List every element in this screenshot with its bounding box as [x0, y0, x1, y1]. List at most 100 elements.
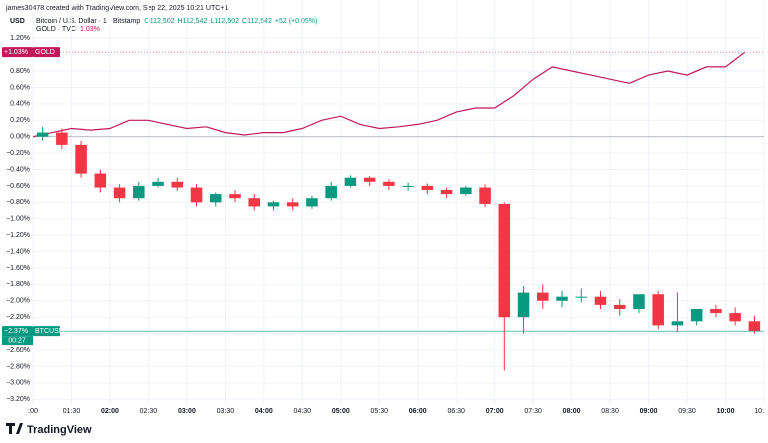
candle-body	[556, 296, 568, 301]
countdown: 00:27	[8, 337, 26, 344]
candle-body	[517, 292, 530, 318]
candle-body	[710, 308, 722, 314]
candle	[710, 304, 722, 318]
y-tick-label: 0.20%	[10, 117, 30, 124]
candle	[363, 176, 376, 186]
candle-body	[325, 185, 337, 199]
candle	[729, 307, 741, 326]
logo	[6, 423, 23, 434]
candle-body	[267, 202, 280, 207]
candle-body	[421, 185, 434, 191]
candle	[479, 184, 491, 208]
candle	[517, 286, 530, 334]
candle-body	[671, 321, 684, 326]
price-badge: +1.03% GOLD	[2, 47, 60, 58]
countdown-bg	[2, 336, 33, 346]
x-tick-label: 03:00	[178, 408, 196, 415]
gold-title: GOLD · TVC	[36, 26, 76, 33]
x-tick-label: 09:00	[640, 408, 658, 415]
candle-body	[248, 198, 260, 207]
candle-body	[229, 194, 241, 199]
candle-body	[748, 321, 761, 332]
candle	[498, 202, 511, 371]
brand: TradingView	[27, 424, 92, 436]
badge-name: BTCUSD	[35, 328, 64, 335]
x-tick-label: 08:30	[601, 408, 619, 415]
candle	[75, 140, 87, 178]
y-tick-label: −0.20%	[6, 150, 30, 157]
x-tick-label: 05:30	[370, 408, 388, 415]
candle-body	[594, 296, 607, 305]
y-tick-label: −1.00%	[6, 216, 30, 223]
candle-body	[383, 181, 395, 186]
x-tick-label: 02:00	[101, 408, 119, 415]
candle-body	[94, 173, 107, 188]
x-tick-label: :00	[28, 408, 38, 415]
candle	[594, 290, 607, 309]
candle	[190, 184, 203, 207]
x-tick-label: 04:00	[255, 408, 273, 415]
candle-body	[190, 187, 203, 203]
y-tick-label: −1.20%	[6, 232, 30, 239]
x-tick-label: 03:30	[217, 408, 235, 415]
candle	[36, 126, 49, 141]
candle-body	[344, 177, 357, 186]
x-tick-label: 10:00	[717, 408, 735, 415]
candle-body	[498, 203, 511, 318]
candle	[440, 187, 453, 199]
candle	[652, 290, 664, 330]
candle	[575, 288, 588, 303]
candle	[248, 194, 260, 211]
y-tick-label: 1.20%	[10, 35, 30, 42]
y-tick-label: −1.40%	[6, 248, 30, 255]
candle	[113, 184, 126, 203]
currency: USD	[10, 18, 25, 25]
y-tick-label: −1.80%	[6, 281, 30, 288]
author: james30478 created with TradingView.com,…	[5, 5, 228, 12]
badge-label: −2.37%	[4, 328, 28, 335]
y-tick-label: −1.60%	[6, 265, 30, 272]
y-tick-label: −3.20%	[6, 396, 30, 403]
candle-body	[633, 294, 645, 309]
badge-name-bg	[33, 47, 60, 58]
ohlc-value: O112,502	[144, 18, 174, 25]
candle-body	[171, 181, 184, 188]
candle	[209, 192, 222, 207]
x-tick-label: 01:30	[63, 408, 81, 415]
x-tick-label: 09:30	[678, 408, 696, 415]
x-tick-label: 05:00	[332, 408, 350, 415]
grid	[32, 0, 765, 405]
y-tick-label: −2.80%	[6, 363, 30, 370]
ohlc-value: L112,502	[210, 18, 239, 25]
x-tick-label: 08:00	[563, 408, 581, 415]
candle-body	[133, 185, 145, 199]
candle-body	[113, 187, 126, 199]
badge-name-bg	[33, 326, 60, 337]
candle	[56, 128, 68, 149]
price-badge: −2.37% BTCUSD 00:27	[2, 326, 64, 346]
gold-change: 1.03%	[80, 26, 100, 33]
candle	[306, 195, 318, 209]
x-tick-label: 07:00	[486, 408, 504, 415]
badge-label: +1.03%	[4, 49, 28, 56]
candle	[267, 200, 280, 211]
candle	[94, 169, 107, 193]
x-tick-label: 02:30	[140, 408, 158, 415]
btc-title: Bitcoin / U.S. Dollar · 1 · Bitstamp	[36, 18, 140, 25]
candle-body	[363, 177, 376, 182]
x-tick-label: 07:30	[524, 408, 542, 415]
x-tick-label: 06:00	[409, 408, 427, 415]
candle-body	[286, 202, 299, 207]
badge-bg	[2, 326, 33, 337]
ohlc-value: C112,542	[242, 18, 272, 25]
candle	[633, 294, 645, 314]
candle	[325, 181, 337, 201]
y-tick-label: −0.60%	[6, 183, 30, 190]
y-tick-label: −0.40%	[6, 166, 30, 173]
candle-body	[402, 185, 414, 187]
y-tick-label: −2.00%	[6, 298, 30, 305]
candle	[152, 177, 164, 188]
candle	[748, 315, 761, 334]
badge-name: GOLD	[35, 49, 55, 56]
y-tick-label: 0.80%	[10, 68, 30, 75]
